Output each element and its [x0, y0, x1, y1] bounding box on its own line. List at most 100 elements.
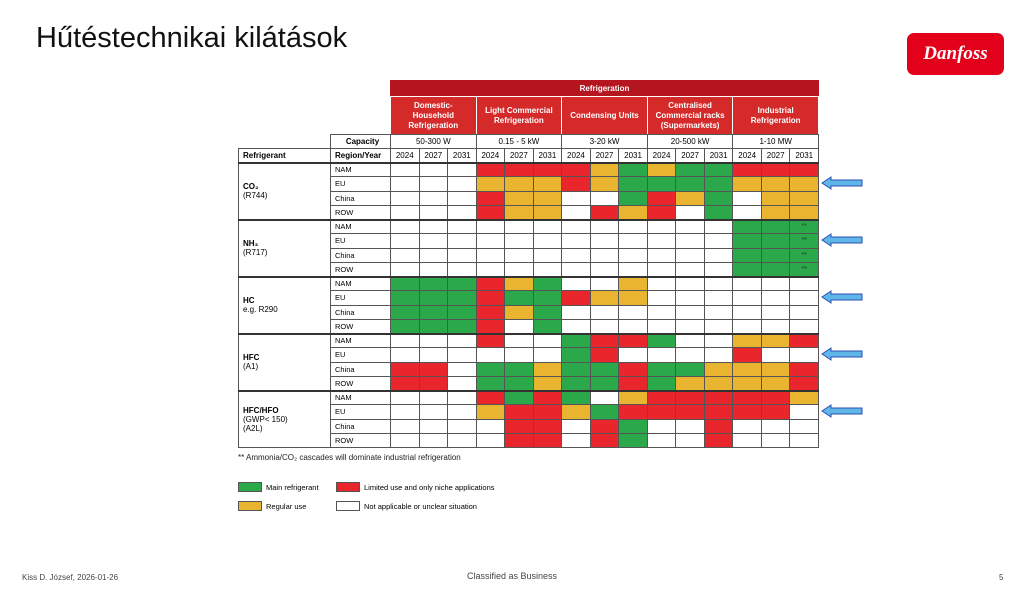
year: 2027 — [504, 148, 534, 163]
status-cell — [390, 233, 420, 249]
status-cell — [732, 162, 762, 178]
status-cell — [732, 276, 762, 292]
status-cell — [447, 432, 477, 448]
status-cell — [703, 162, 734, 178]
status-cell — [390, 261, 420, 277]
status-cell — [789, 347, 819, 363]
status-cell — [646, 390, 677, 406]
status-cell — [589, 290, 620, 306]
status-cell — [618, 247, 648, 263]
status-cell — [418, 432, 449, 448]
status-cell — [618, 276, 648, 292]
status-cell — [475, 176, 506, 192]
capacity-label: Capacity — [330, 134, 391, 149]
status-cell — [732, 390, 762, 406]
status-cell — [703, 261, 734, 277]
status-cell — [646, 219, 677, 235]
region: China — [330, 190, 391, 206]
status-cell — [447, 233, 477, 249]
status-cell — [760, 318, 791, 334]
status-cell — [447, 361, 477, 377]
status-cell — [618, 290, 648, 306]
status-cell — [760, 404, 791, 420]
status-cell — [618, 432, 648, 448]
status-cell — [390, 347, 420, 363]
status-cell — [475, 304, 506, 320]
status-cell — [760, 176, 791, 192]
refrigerant-name: HC — [243, 296, 255, 305]
refrigerant-block: HFC (A1) — [238, 333, 331, 391]
status-cell — [390, 390, 420, 406]
status-cell — [760, 247, 791, 263]
year: 2027 — [760, 148, 791, 163]
status-cell — [732, 347, 762, 363]
status-cell — [675, 290, 705, 306]
status-cell — [589, 432, 620, 448]
status-cell — [589, 261, 620, 277]
status-cell — [789, 404, 819, 420]
capacity: 50-300 W — [390, 134, 477, 149]
status-cell — [532, 361, 563, 377]
status-cell — [504, 304, 534, 320]
year: 2031 — [447, 148, 477, 163]
status-cell — [646, 418, 677, 434]
status-cell — [732, 333, 762, 349]
status-cell — [589, 247, 620, 263]
status-cell — [504, 176, 534, 192]
status-cell — [532, 276, 563, 292]
status-cell — [390, 162, 420, 178]
status-cell — [732, 290, 762, 306]
status-cell — [646, 375, 677, 391]
status-cell — [532, 333, 563, 349]
status-cell — [447, 219, 477, 235]
status-cell — [418, 418, 449, 434]
status-cell — [561, 304, 591, 320]
refrigerant-name: NH₃ — [243, 239, 259, 248]
status-cell — [504, 276, 534, 292]
status-cell — [418, 276, 449, 292]
block-divider — [238, 390, 819, 392]
status-cell — [504, 375, 534, 391]
status-cell — [760, 375, 791, 391]
status-cell — [390, 375, 420, 391]
status-cell — [418, 390, 449, 406]
block-divider — [238, 219, 819, 221]
status-cell — [390, 333, 420, 349]
status-cell — [589, 304, 620, 320]
region: EU — [330, 176, 391, 192]
refrigerant-detail: (R717) — [243, 248, 268, 257]
status-cell — [561, 418, 591, 434]
status-cell — [703, 204, 734, 220]
status-cell — [618, 219, 648, 235]
status-cell — [447, 375, 477, 391]
status-cell — [504, 261, 534, 277]
status-cell — [675, 204, 705, 220]
status-cell — [760, 162, 791, 178]
status-cell — [589, 390, 620, 406]
status-cell — [703, 318, 734, 334]
region: NAM — [330, 162, 391, 178]
status-cell — [447, 176, 477, 192]
status-cell — [561, 432, 591, 448]
status-cell — [504, 361, 534, 377]
status-cell — [760, 219, 791, 235]
status-cell — [447, 390, 477, 406]
status-cell — [675, 261, 705, 277]
status-cell — [646, 432, 677, 448]
status-cell — [789, 162, 819, 178]
status-cell — [447, 162, 477, 178]
status-cell — [561, 390, 591, 406]
status-cell — [447, 247, 477, 263]
status-cell — [532, 304, 563, 320]
status-cell — [475, 318, 506, 334]
footnote: ** Ammonia/CO₂ cascades will dominate in… — [238, 453, 461, 462]
status-cell — [789, 304, 819, 320]
group-header: Industrial Refrigeration — [732, 96, 819, 135]
status-cell — [646, 361, 677, 377]
status-cell — [703, 304, 734, 320]
status-cell — [504, 432, 534, 448]
status-cell — [789, 375, 819, 391]
status-cell — [447, 404, 477, 420]
legend-label: Main refrigerant — [266, 482, 319, 492]
